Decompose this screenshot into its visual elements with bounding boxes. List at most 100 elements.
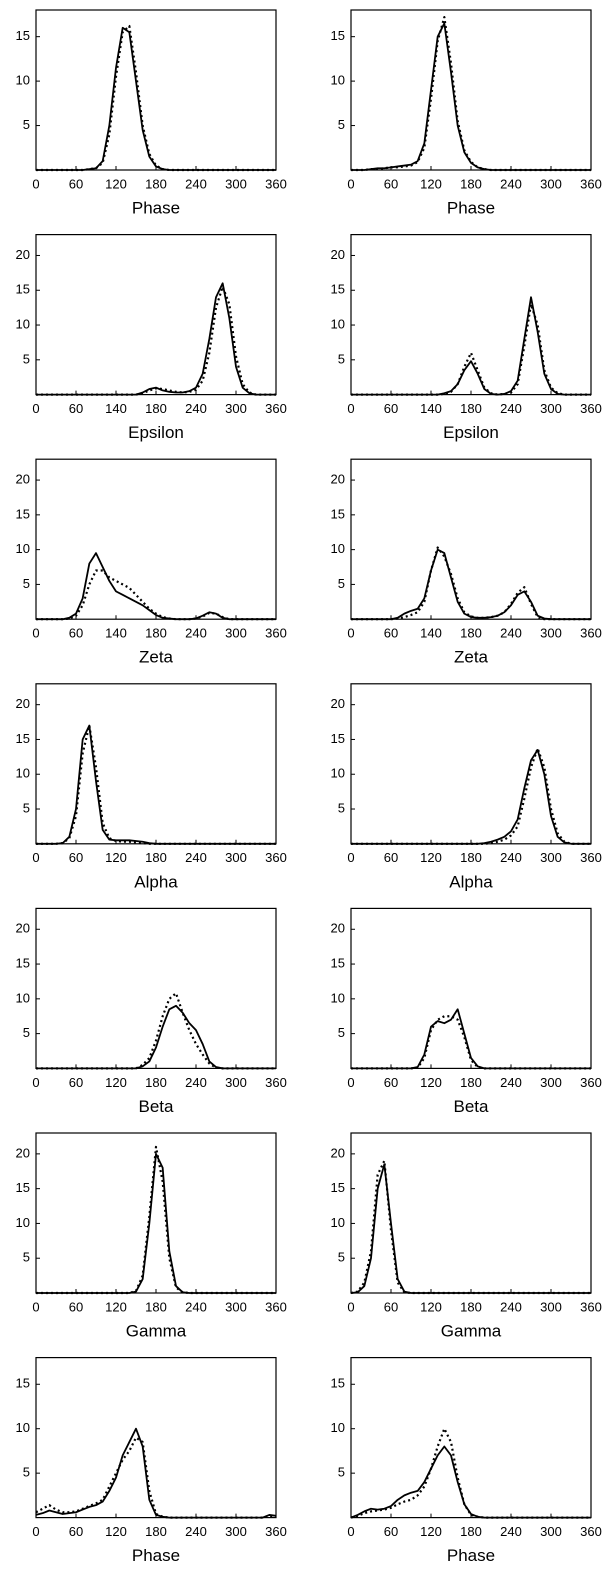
y-tick-label: 15 — [331, 955, 345, 970]
x-tick-label: 60 — [69, 626, 83, 641]
y-tick-label: 10 — [331, 1420, 345, 1435]
y-tick-label: 5 — [338, 1465, 345, 1480]
x-tick-label: 240 — [185, 1524, 207, 1539]
x-tick-label: 300 — [540, 850, 562, 865]
y-tick-label: 5 — [23, 800, 30, 815]
x-tick-label: 60 — [384, 1075, 398, 1090]
x-tick-label: 360 — [265, 1299, 287, 1314]
x-axis-label: Alpha — [449, 872, 493, 891]
x-tick-label: 140 — [420, 401, 442, 416]
x-tick-label: 360 — [580, 1524, 602, 1539]
series-line — [351, 296, 591, 396]
y-tick-label: 10 — [331, 316, 345, 331]
y-tick-label: 20 — [331, 921, 345, 936]
y-tick-label: 20 — [331, 1145, 345, 1160]
x-tick-label: 360 — [580, 1299, 602, 1314]
y-tick-label: 15 — [16, 28, 30, 43]
y-tick-label: 15 — [331, 1376, 345, 1391]
x-axis-label: Gamma — [441, 1321, 502, 1340]
x-tick-label: 140 — [105, 401, 127, 416]
x-tick-label: 180 — [145, 850, 167, 865]
series-line — [351, 22, 591, 171]
y-tick-label: 10 — [331, 1215, 345, 1230]
x-tick-label: 240 — [500, 176, 522, 191]
y-tick-label: 10 — [331, 73, 345, 88]
plot-frame — [350, 234, 592, 396]
x-tick-label: 240 — [500, 626, 522, 641]
x-tick-label: 120 — [420, 850, 442, 865]
x-tick-label: 140 — [105, 626, 127, 641]
x-tick-label: 360 — [265, 626, 287, 641]
plot-frame — [350, 907, 592, 1070]
x-axis-label: Epsilon — [443, 423, 499, 442]
x-tick-label: 300 — [540, 626, 562, 641]
plot-frame — [350, 9, 592, 171]
y-tick-label: 15 — [16, 731, 30, 746]
x-tick-label: 120 — [105, 850, 127, 865]
x-tick-label: 300 — [540, 401, 562, 416]
plot-frame — [35, 683, 277, 845]
y-tick-label: 15 — [331, 282, 345, 297]
x-tick-label: 120 — [105, 176, 127, 191]
x-tick-label: 300 — [225, 626, 247, 641]
x-tick-label: 240 — [500, 1075, 522, 1090]
plot-frame — [350, 1356, 592, 1519]
plot-frame — [35, 9, 277, 171]
plot-frame — [35, 458, 277, 620]
x-tick-label: 300 — [540, 1524, 562, 1539]
y-tick-label: 15 — [16, 506, 30, 521]
y-tick-label: 10 — [16, 316, 30, 331]
x-tick-label: 60 — [69, 1524, 83, 1539]
y-tick-label: 20 — [16, 921, 30, 936]
series-line — [36, 24, 276, 172]
x-tick-label: 360 — [580, 176, 602, 191]
series-line — [351, 747, 591, 845]
x-tick-label: 300 — [225, 401, 247, 416]
y-tick-label: 5 — [23, 117, 30, 132]
x-tick-label: 120 — [105, 1299, 127, 1314]
x-tick-label: 60 — [384, 176, 398, 191]
plot-frame — [350, 458, 592, 620]
series-line — [36, 1145, 276, 1295]
x-tick-label: 60 — [384, 850, 398, 865]
x-tick-label: 180 — [460, 1075, 482, 1090]
y-tick-label: 10 — [16, 766, 30, 781]
x-tick-label: 60 — [69, 401, 83, 416]
x-tick-label: 360 — [580, 401, 602, 416]
x-axis-label: Zeta — [139, 648, 174, 667]
series-line — [351, 548, 591, 621]
y-tick-label: 15 — [331, 1180, 345, 1195]
x-axis-label: Phase — [447, 198, 495, 217]
series-line — [35, 1427, 277, 1519]
y-tick-label: 20 — [16, 1145, 30, 1160]
y-tick-label: 5 — [23, 1025, 30, 1040]
y-tick-label: 5 — [23, 1250, 30, 1265]
x-tick-label: 240 — [500, 1299, 522, 1314]
x-tick-label: 180 — [145, 1075, 167, 1090]
x-tick-label: 240 — [185, 401, 207, 416]
y-tick-label: 10 — [16, 990, 30, 1005]
y-tick-label: 20 — [16, 472, 30, 487]
plot-frame — [35, 907, 277, 1070]
x-tick-label: 0 — [347, 626, 354, 641]
x-tick-label: 360 — [265, 401, 287, 416]
series-line — [36, 569, 276, 621]
x-axis-label: Gamma — [126, 1321, 187, 1340]
y-tick-label: 10 — [331, 766, 345, 781]
y-tick-label: 5 — [338, 1250, 345, 1265]
x-tick-label: 120 — [105, 1075, 127, 1090]
x-axis-label: Beta — [139, 1097, 175, 1116]
y-tick-label: 20 — [331, 247, 345, 262]
y-tick-label: 20 — [331, 696, 345, 711]
x-tick-label: 0 — [32, 176, 39, 191]
x-tick-label: 240 — [500, 1524, 522, 1539]
x-tick-label: 0 — [32, 1524, 39, 1539]
x-tick-label: 360 — [580, 1075, 602, 1090]
y-tick-label: 15 — [16, 1376, 30, 1391]
x-tick-label: 0 — [347, 850, 354, 865]
x-tick-label: 0 — [32, 1075, 39, 1090]
y-tick-label: 15 — [331, 28, 345, 43]
y-tick-label: 10 — [16, 1215, 30, 1230]
y-tick-label: 15 — [16, 282, 30, 297]
x-tick-label: 360 — [580, 850, 602, 865]
